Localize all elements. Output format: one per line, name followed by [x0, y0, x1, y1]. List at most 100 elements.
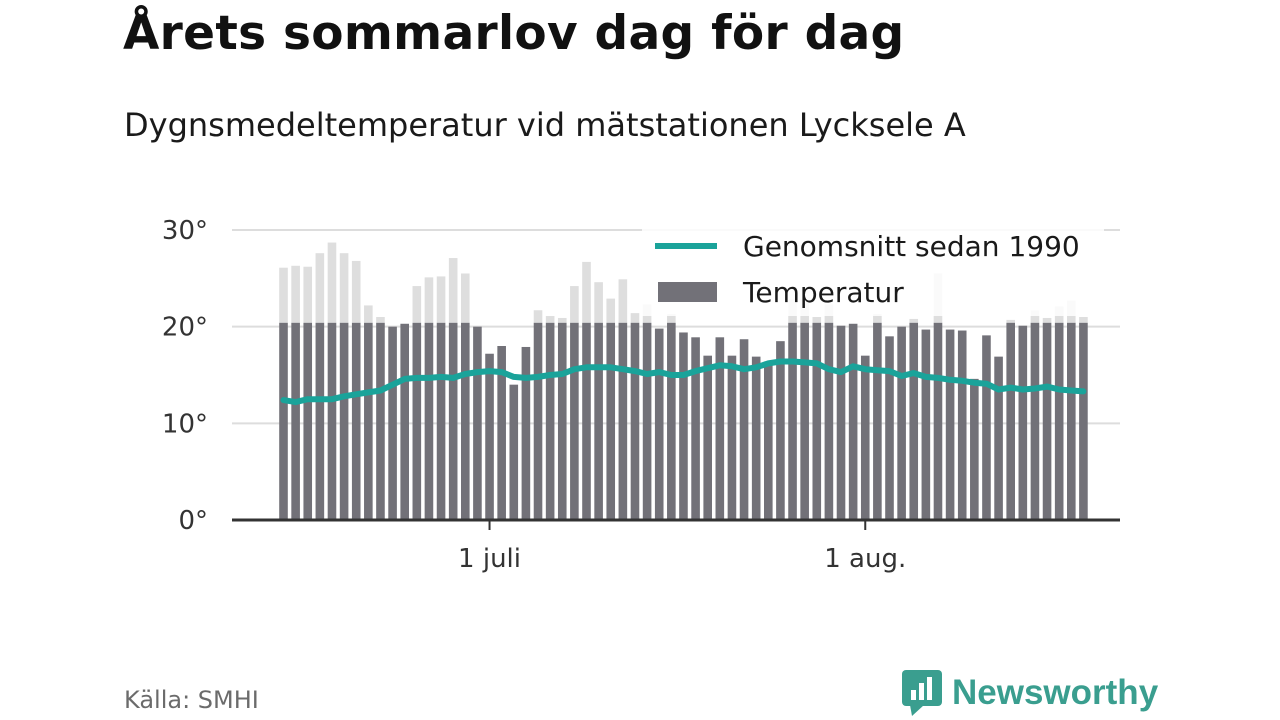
- bar: [582, 322, 591, 520]
- y-tick-label: 0°: [178, 506, 208, 536]
- bar: [921, 329, 931, 520]
- bar: [1006, 322, 1015, 520]
- bar: [1067, 322, 1076, 520]
- bar: [1079, 322, 1088, 520]
- bar-excess: [533, 310, 543, 323]
- bar: [436, 322, 446, 520]
- bar: [933, 322, 943, 520]
- bar: [303, 322, 313, 520]
- bar: [703, 355, 712, 520]
- bar: [909, 322, 919, 520]
- bar: [764, 361, 773, 520]
- bar: [860, 355, 870, 520]
- bar: [800, 322, 809, 520]
- bar-excess: [461, 273, 470, 323]
- y-tick-label: 20°: [162, 313, 208, 343]
- bar: [873, 322, 882, 520]
- chart-subtitle: Dygnsmedeltemperatur vid mätstationen Ly…: [124, 106, 966, 144]
- bar: [327, 322, 337, 520]
- bar: [448, 322, 458, 520]
- bar: [545, 322, 555, 520]
- bar-excess: [424, 277, 434, 323]
- bar: [788, 322, 797, 520]
- brand-name: Newsworthy: [952, 673, 1159, 712]
- bar: [594, 322, 603, 520]
- bar: [715, 337, 725, 520]
- bar: [642, 322, 652, 520]
- bar: [461, 322, 470, 520]
- bar-excess: [1079, 317, 1088, 323]
- bar-excess: [667, 314, 676, 323]
- bar: [557, 322, 567, 520]
- temperature-chart: 0° 10° 20° 30° 1 juli 1 aug. Genomsnitt sedan …: [162, 216, 1120, 574]
- bar-excess: [618, 279, 628, 323]
- chart-title: Årets sommarlov dag för dag: [123, 6, 905, 61]
- legend-label-average: Genomsnitt sedan 1990: [743, 230, 1080, 263]
- bar-excess: [594, 282, 603, 323]
- bar-excess: [291, 265, 300, 323]
- bar: [897, 326, 906, 520]
- bar: [994, 356, 1003, 520]
- bar-excess: [448, 258, 458, 323]
- bar: [1030, 322, 1040, 520]
- bar: [812, 322, 822, 520]
- bar: [570, 322, 579, 520]
- bar: [836, 325, 846, 520]
- bar-excess: [582, 261, 591, 323]
- bar: [751, 356, 761, 520]
- bar: [1018, 325, 1028, 520]
- newsworthy-logo-icon: [902, 670, 942, 716]
- bar: [533, 322, 543, 520]
- bar: [618, 322, 628, 520]
- bar: [424, 322, 434, 520]
- y-tick-label: 10°: [162, 409, 208, 439]
- bar-excess: [1030, 310, 1040, 323]
- bar-excess: [412, 286, 422, 323]
- bar-excess: [376, 317, 385, 323]
- bar: [509, 384, 519, 520]
- bar-excess: [545, 316, 555, 323]
- bar-excess: [351, 260, 361, 323]
- bar: [364, 322, 373, 520]
- legend-label-temperature: Temperatur: [742, 276, 904, 309]
- bar: [339, 322, 349, 520]
- bar-excess: [570, 286, 579, 323]
- bar: [400, 323, 409, 520]
- bar: [776, 341, 785, 520]
- bar-excess: [339, 253, 349, 323]
- bar-excess: [436, 276, 446, 323]
- bar: [630, 322, 640, 520]
- bar-excess: [327, 242, 337, 323]
- bar: [291, 322, 300, 520]
- bar: [957, 330, 967, 520]
- bar: [667, 322, 676, 520]
- bar: [521, 346, 531, 520]
- bar-excess: [606, 298, 616, 323]
- bar-excess: [909, 318, 919, 323]
- legend-box: [642, 222, 1104, 316]
- bar: [691, 337, 700, 520]
- bar: [351, 322, 361, 520]
- bar-excess: [630, 313, 640, 323]
- average-line: [280, 358, 1087, 406]
- bar: [485, 353, 494, 520]
- x-tick-label: 1 juli: [458, 544, 521, 574]
- bar: [1054, 322, 1064, 520]
- bar: [848, 323, 858, 520]
- bar: [606, 322, 616, 520]
- bar: [279, 322, 288, 520]
- bar: [982, 335, 991, 520]
- bar-excess: [279, 267, 288, 323]
- bar: [315, 322, 325, 520]
- bar: [412, 322, 422, 520]
- brand[interactable]: Newsworthy: [902, 670, 1158, 716]
- bar-excess: [1006, 319, 1015, 323]
- bar: [473, 326, 482, 520]
- bar: [376, 322, 385, 520]
- bar: [739, 339, 749, 520]
- bar-excess: [364, 305, 373, 323]
- bar-excess: [303, 266, 313, 323]
- bar: [727, 355, 737, 520]
- bar: [497, 346, 506, 520]
- source-label: Källa: SMHI: [124, 686, 259, 714]
